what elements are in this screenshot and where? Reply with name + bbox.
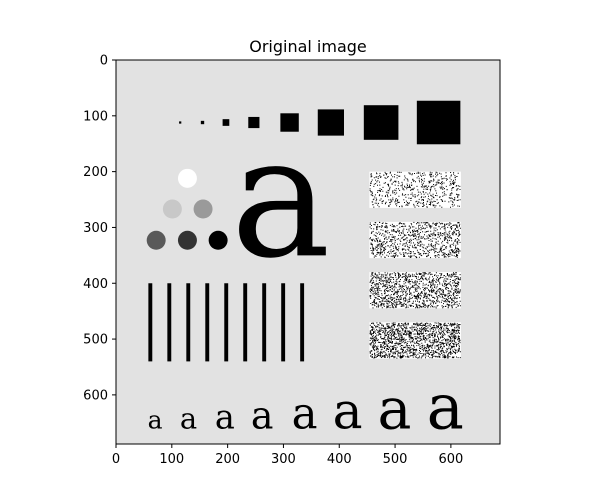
- noise-rectangle: [369, 221, 461, 259]
- circle-mark: [177, 168, 197, 188]
- circle-mark: [177, 230, 197, 250]
- square-mark: [248, 116, 260, 129]
- letter-a: a: [180, 401, 197, 435]
- vertical-bar: [300, 283, 305, 362]
- image-area: aa a a a a a a a: [116, 60, 500, 444]
- big-letter-a: a: [231, 101, 331, 295]
- square-mark: [179, 121, 182, 124]
- x-tick-label: 300: [271, 452, 296, 467]
- noise-dots: [369, 322, 461, 359]
- vertical-bar: [205, 283, 210, 362]
- letter-a: a: [215, 397, 235, 436]
- x-axis: 0 100 200 300 400 500 600: [112, 444, 463, 467]
- y-tick-label: 100: [83, 109, 108, 124]
- vertical-bar: [262, 283, 267, 362]
- noise-dots: [369, 171, 461, 208]
- noise-rectangle: [369, 171, 461, 208]
- y-tick-label: 300: [83, 221, 108, 236]
- x-tick-label: 400: [327, 452, 352, 467]
- square-mark: [416, 100, 461, 145]
- letter-a: a: [427, 370, 464, 443]
- vertical-bar: [186, 283, 191, 362]
- noise-dots: [369, 272, 461, 309]
- axes-frame: [115, 59, 501, 445]
- y-tick-label: 0: [100, 54, 108, 69]
- letter-a: a: [333, 381, 363, 440]
- x-tick-label: 100: [159, 452, 184, 467]
- circle-mark: [193, 199, 213, 219]
- letter-a: a: [378, 376, 412, 442]
- noise-rectangle: [369, 322, 461, 359]
- letter-a: a: [148, 405, 163, 434]
- vertical-bar: [224, 283, 229, 362]
- square-mark: [280, 113, 299, 132]
- y-tick-label: 400: [83, 277, 108, 292]
- noise-dots: [369, 221, 461, 259]
- x-tick-label: 200: [215, 452, 240, 467]
- x-tick-label: 500: [383, 452, 408, 467]
- y-tick-label: 600: [83, 388, 108, 403]
- circle-mark: [208, 230, 228, 250]
- y-tick-label: 500: [83, 333, 108, 348]
- x-tick-label: 0: [112, 452, 120, 467]
- vertical-bar: [148, 283, 153, 362]
- square-mark: [317, 109, 344, 136]
- vertical-bar: [167, 283, 172, 362]
- y-axis: 0 100 200 300 400 500 600: [83, 54, 116, 403]
- x-tick-label: 600: [438, 452, 463, 467]
- square-mark: [200, 120, 205, 125]
- noise-rectangle: [369, 272, 461, 309]
- square-mark: [363, 105, 399, 140]
- vertical-bar: [281, 283, 286, 362]
- circle-mark: [146, 230, 166, 250]
- y-tick-label: 200: [83, 165, 108, 180]
- vertical-bar: [243, 283, 248, 362]
- letter-a: a: [292, 389, 318, 439]
- square-mark: [222, 119, 230, 126]
- letter-a: a: [251, 393, 274, 437]
- circle-mark: [162, 199, 182, 219]
- chart-title: Original image: [249, 37, 367, 56]
